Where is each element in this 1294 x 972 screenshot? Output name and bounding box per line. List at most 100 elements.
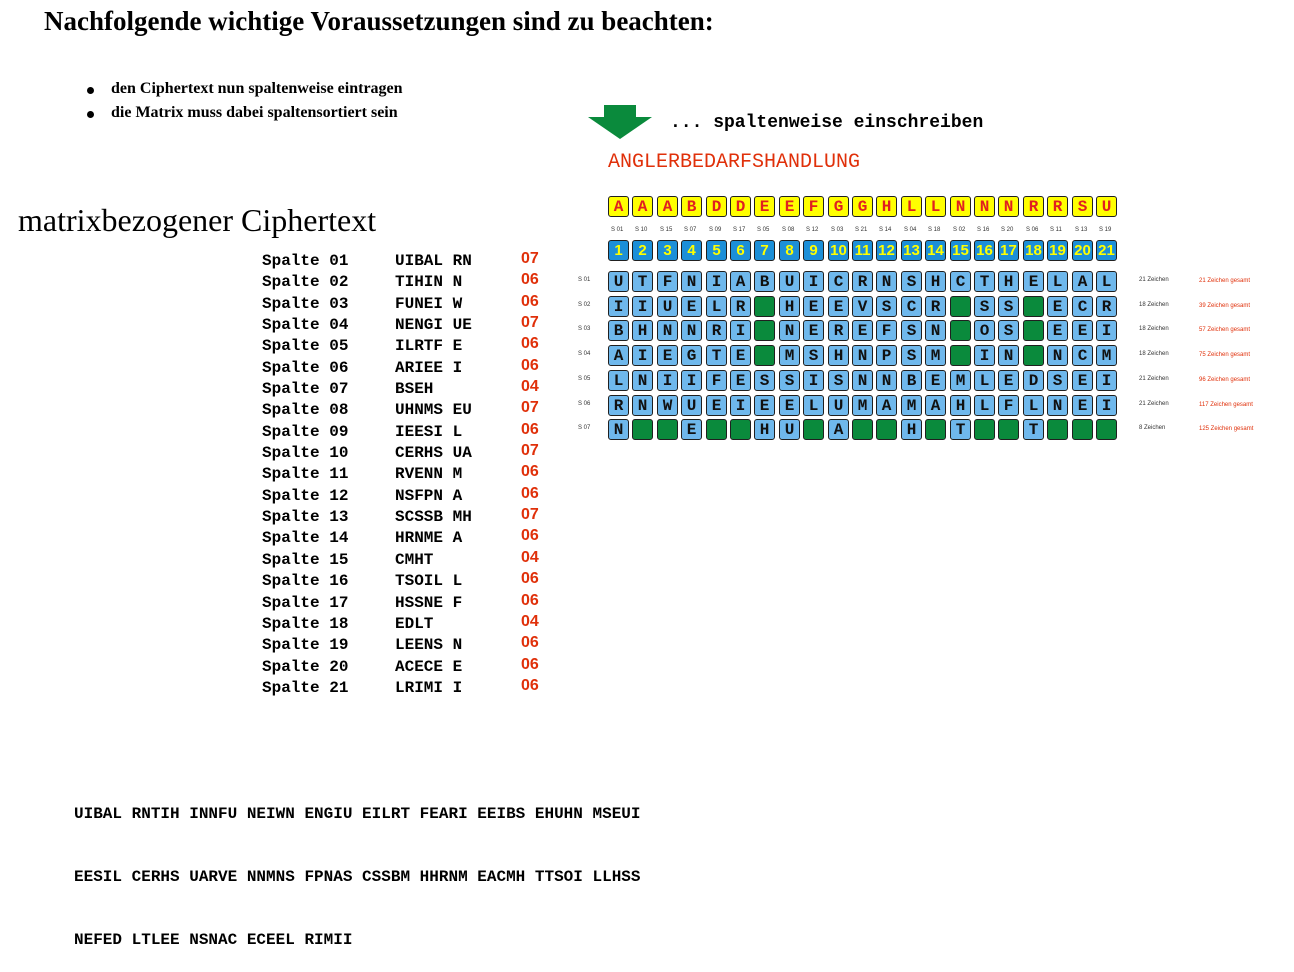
keyword-label: ANGLERBEDARFSHANDLUNG: [608, 151, 861, 174]
ciphertext-line: EESIL CERHS UARVE NNMNS FPNAS CSSBM HHRN…: [74, 868, 641, 886]
column-number-cell: 3: [657, 240, 678, 261]
column-text: BSEH: [395, 380, 434, 399]
matrix-cell: E: [852, 320, 873, 341]
matrix-cell: T: [974, 271, 995, 292]
row-count-label: 8 Zeichen: [1139, 425, 1166, 431]
matrix-cell: C: [828, 271, 849, 292]
column-label: Spalte 03: [262, 294, 349, 313]
matrix-cell: M: [901, 395, 922, 416]
matrix-cell: S: [803, 345, 824, 366]
matrix-cell: I: [803, 271, 824, 292]
column-number-cell: 4: [681, 240, 702, 261]
empty-cell: [1096, 419, 1117, 440]
column-label: Spalte 06: [262, 358, 349, 377]
ciphertext-line: UIBAL RNTIH INNFU NEIWN ENGIU EILRT FEAR…: [74, 805, 641, 823]
column-text: UHNMS EU: [395, 401, 472, 420]
empty-cell: [950, 345, 971, 366]
column-number-cell: 18: [1023, 240, 1044, 261]
column-text: RVENN M: [395, 465, 463, 484]
column-label: Spalte 14: [262, 529, 349, 548]
key-letter-cell: E: [779, 196, 800, 217]
matrix-cell: E: [1072, 320, 1093, 341]
key-letter-cell: N: [974, 196, 995, 217]
row-ref-label: S 05: [578, 376, 591, 382]
matrix-cell: C: [1072, 296, 1093, 317]
matrix-cell: N: [632, 395, 653, 416]
column-label: Spalte 04: [262, 316, 349, 335]
row-ref-label: S 06: [578, 401, 591, 407]
column-count: 06: [521, 271, 539, 289]
matrix-cell: T: [632, 271, 653, 292]
matrix-cell: E: [681, 296, 702, 317]
matrix-cell: R: [608, 395, 629, 416]
empty-cell: [706, 419, 727, 440]
column-text: CERHS UA: [395, 444, 472, 463]
row-total-label: 57 Zeichen gesamt: [1199, 327, 1251, 333]
column-count: 06: [521, 335, 539, 353]
empty-cell: [730, 419, 751, 440]
column-ref-label: S 13: [1075, 227, 1088, 233]
matrix-cell: S: [998, 320, 1019, 341]
column-number-cell: 12: [876, 240, 897, 261]
matrix-cell: L: [1023, 395, 1044, 416]
write-instruction: ... spaltenweise einschreiben: [670, 113, 984, 133]
column-number-cell: 11: [852, 240, 873, 261]
matrix-cell: I: [730, 320, 751, 341]
column-count: 06: [521, 356, 539, 374]
matrix-cell: H: [901, 419, 922, 440]
column-number-cell: 6: [730, 240, 751, 261]
column-text: HSSNE F: [395, 593, 463, 612]
matrix-cell: L: [974, 395, 995, 416]
matrix-cell: M: [925, 345, 946, 366]
matrix-cell: S: [779, 370, 800, 391]
column-ref-label: S 07: [684, 227, 697, 233]
row-total-label: 96 Zeichen gesamt: [1199, 377, 1251, 383]
matrix-cell: E: [657, 345, 678, 366]
column-count: 04: [521, 378, 539, 396]
column-label: Spalte 10: [262, 444, 349, 463]
column-count: 07: [521, 250, 539, 267]
matrix-cell: V: [852, 296, 873, 317]
matrix-cell: S: [998, 296, 1019, 317]
empty-cell: [998, 419, 1019, 440]
matrix-cell: L: [608, 370, 629, 391]
column-label: Spalte 20: [262, 657, 349, 676]
matrix-cell: H: [950, 395, 971, 416]
matrix-cell: E: [754, 395, 775, 416]
matrix-cell: L: [706, 296, 727, 317]
matrix-cell: N: [925, 320, 946, 341]
matrix-cell: U: [608, 271, 629, 292]
column-label: Spalte 08: [262, 401, 349, 420]
empty-cell: [852, 419, 873, 440]
matrix-cell: C: [950, 271, 971, 292]
column-label: Spalte 15: [262, 550, 349, 569]
empty-cell: [754, 345, 775, 366]
key-letter-cell: N: [950, 196, 971, 217]
key-letter-cell: H: [876, 196, 897, 217]
matrix-cell: D: [1023, 370, 1044, 391]
matrix-cell: P: [876, 345, 897, 366]
column-ref-label: S 17: [733, 227, 746, 233]
key-letter-cell: U: [1096, 196, 1117, 217]
matrix-cell: U: [779, 271, 800, 292]
column-number-cell: 7: [754, 240, 775, 261]
row-ref-label: S 03: [578, 326, 591, 332]
matrix-cell: R: [706, 320, 727, 341]
column-label: Spalte 01: [262, 252, 349, 270]
matrix-cell: B: [754, 271, 775, 292]
matrix-cell: E: [925, 370, 946, 391]
page-title: Nachfolgende wichtige Voraussetzungen si…: [44, 6, 714, 36]
empty-cell: [1072, 419, 1093, 440]
matrix-cell: I: [803, 370, 824, 391]
row-total-label: 75 Zeichen gesamt: [1199, 352, 1251, 358]
matrix-cell: N: [876, 271, 897, 292]
matrix-cell: I: [632, 296, 653, 317]
bullet-text: die Matrix muss dabei spaltensortiert se…: [111, 104, 398, 121]
column-ref-label: S 11: [1050, 227, 1062, 233]
matrix-cell: O: [974, 320, 995, 341]
matrix-cell: F: [706, 370, 727, 391]
column-number-cell: 1: [608, 240, 629, 261]
column-number-cell: 19: [1047, 240, 1068, 261]
row-ref-label: S 07: [578, 425, 591, 431]
matrix-cell: U: [681, 395, 702, 416]
